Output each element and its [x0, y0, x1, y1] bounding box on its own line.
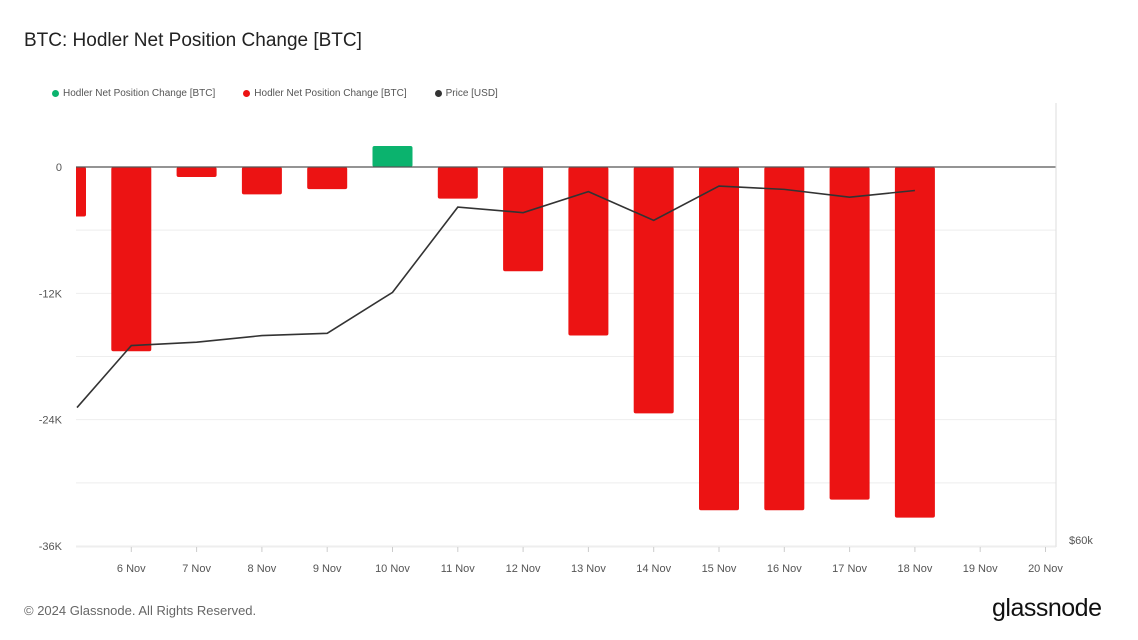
- bar-negative: [894, 167, 935, 518]
- bar-negative: [437, 167, 478, 199]
- legend-dot-black-icon: [434, 90, 442, 97]
- x-tick-label: 14 Nov: [636, 563, 671, 575]
- y-tick-label: 0: [56, 162, 62, 174]
- x-tick-label: 19 Nov: [963, 563, 998, 575]
- legend-dot-green-icon: [52, 90, 59, 97]
- x-tick-label: 13 Nov: [571, 563, 606, 575]
- bar-positive: [372, 145, 413, 167]
- x-tick-label: 17 Nov: [832, 563, 867, 575]
- legend-item-positive[interactable]: Hodler Net Position Change [BTC]: [52, 88, 215, 99]
- price-line: [76, 185, 915, 409]
- legend-item-price[interactable]: Price [USD]: [434, 88, 498, 99]
- bar-negative: [568, 167, 609, 336]
- y-tick-label: -36K: [39, 541, 63, 553]
- bar-negative: [111, 167, 152, 352]
- x-tick-label: 12 Nov: [506, 563, 541, 575]
- legend-label: Price [USD]: [445, 88, 498, 99]
- copyright: © 2024 Glassnode. All Rights Reserved.: [24, 603, 257, 618]
- legend-label: Hodler Net Position Change [BTC]: [254, 88, 407, 99]
- x-tick-label: 18 Nov: [897, 563, 932, 575]
- bar-negative: [699, 167, 739, 511]
- legend-item-negative[interactable]: Hodler Net Position Change [BTC]: [243, 88, 407, 99]
- y-tick-label: -12K: [39, 288, 63, 300]
- legend: Hodler Net Position Change [BTC] Hodler …: [52, 88, 498, 99]
- bar-negative: [241, 167, 282, 195]
- glassnode-logo: glassnode: [992, 594, 1102, 622]
- legend-dot-red-icon: [243, 90, 251, 97]
- bar-negative: [76, 167, 86, 217]
- x-tick-label: 10 Nov: [375, 563, 410, 575]
- bar-negative: [633, 167, 674, 414]
- bar-negative: [176, 167, 217, 178]
- x-tick-label: 11 Nov: [441, 563, 476, 575]
- x-tick-label: 16 Nov: [767, 563, 802, 575]
- y-right-tick-label: $60k: [1069, 535, 1093, 547]
- bar-negative: [829, 167, 870, 500]
- bar-negative: [764, 167, 805, 511]
- chart-title: BTC: Hodler Net Position Change [BTC]: [24, 30, 362, 51]
- x-tick-label: 15 Nov: [702, 563, 737, 575]
- x-tick-label: 20 Nov: [1028, 563, 1063, 575]
- x-tick-label: 7 Nov: [182, 563, 211, 575]
- y-tick-label: -24K: [39, 415, 63, 427]
- x-tick-label: 6 Nov: [117, 563, 146, 575]
- bar-negative: [307, 167, 348, 190]
- legend-label: Hodler Net Position Change [BTC]: [63, 88, 216, 99]
- bar-negative: [503, 167, 544, 272]
- x-tick-label: 9 Nov: [313, 563, 342, 575]
- x-tick-label: 8 Nov: [248, 563, 277, 575]
